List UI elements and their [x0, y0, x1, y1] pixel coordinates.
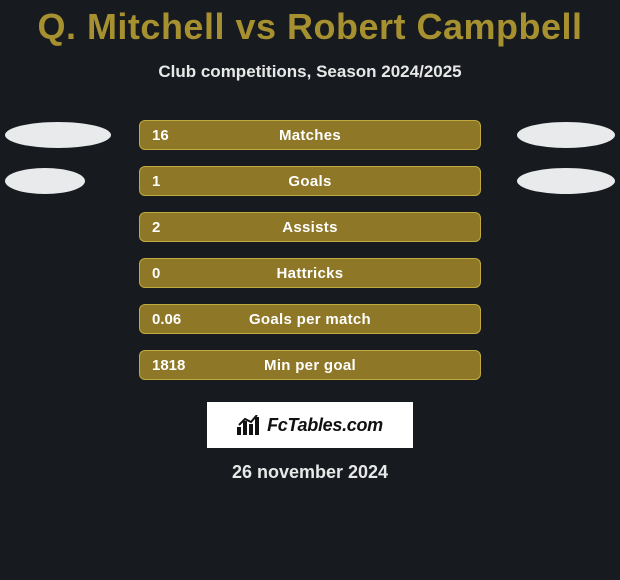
stat-row: 2 Assists [0, 204, 620, 250]
stat-bar: 0.06 Goals per match [139, 304, 481, 334]
stat-label: Goals [140, 173, 480, 190]
date-text: 26 november 2024 [0, 462, 620, 483]
stat-bar: 1818 Min per goal [139, 350, 481, 380]
stat-bar: 2 Assists [139, 212, 481, 242]
stat-value-left: 1 [152, 173, 160, 190]
stat-label: Matches [140, 127, 480, 144]
stat-value-left: 2 [152, 219, 160, 236]
left-oval [5, 168, 85, 194]
right-oval [517, 168, 615, 194]
stat-label: Hattricks [140, 265, 480, 282]
stat-value-left: 1818 [152, 357, 185, 374]
stat-row: 16 Matches [0, 112, 620, 158]
stat-value-left: 16 [152, 127, 169, 144]
stat-label: Min per goal [140, 357, 480, 374]
stat-row: 1818 Min per goal [0, 342, 620, 388]
stat-bar: 0 Hattricks [139, 258, 481, 288]
page-subtitle: Club competitions, Season 2024/2025 [0, 62, 620, 82]
brand-badge: FcTables.com [207, 402, 413, 448]
stat-row: 0.06 Goals per match [0, 296, 620, 342]
stat-label: Assists [140, 219, 480, 236]
right-oval [517, 122, 615, 148]
page-title: Q. Mitchell vs Robert Campbell [0, 0, 620, 48]
left-oval [5, 122, 111, 148]
stat-bar: 1 Goals [139, 166, 481, 196]
brand-chart-icon [237, 415, 261, 435]
stat-row: 0 Hattricks [0, 250, 620, 296]
stats-rows: 16 Matches 1 Goals 2 Assists 0 Hattricks… [0, 112, 620, 388]
stat-bar: 16 Matches [139, 120, 481, 150]
stat-value-left: 0.06 [152, 311, 181, 328]
stat-label: Goals per match [140, 311, 480, 328]
stat-value-left: 0 [152, 265, 160, 282]
brand-text: FcTables.com [267, 415, 383, 436]
stat-row: 1 Goals [0, 158, 620, 204]
